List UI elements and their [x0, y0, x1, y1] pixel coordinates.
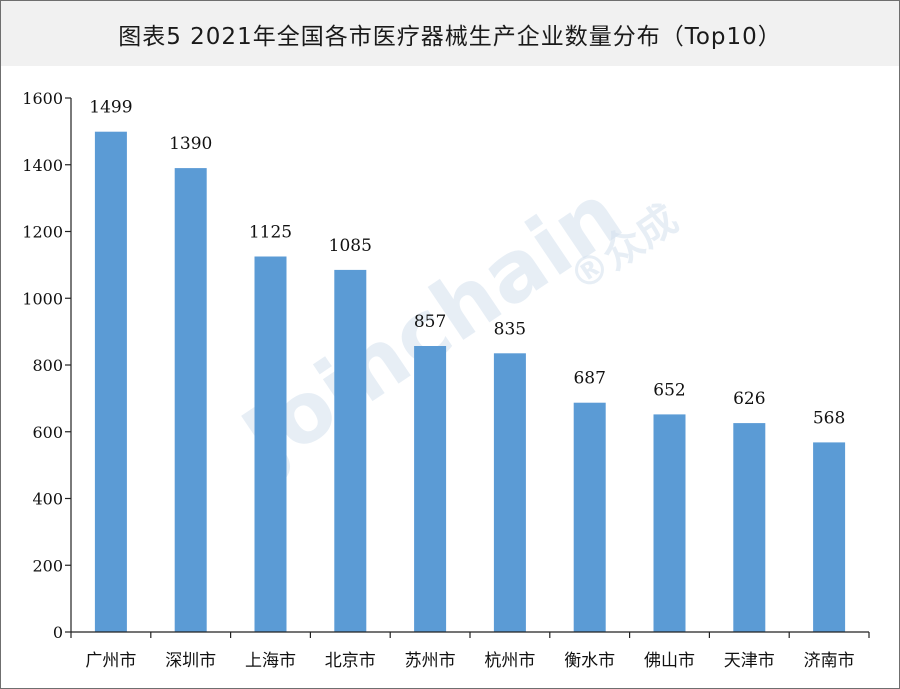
category-label: 北京市: [325, 651, 376, 671]
data-label: 835: [494, 319, 526, 339]
category-label: 衡水市: [564, 651, 615, 671]
bar: [174, 168, 207, 632]
bar: [573, 402, 606, 632]
category-label: 佛山市: [644, 651, 695, 671]
y-tick-label: 800: [32, 356, 63, 375]
y-tick-label: 1000: [22, 289, 63, 308]
y-tick-label: 600: [32, 423, 63, 442]
bars-layer: [94, 131, 846, 632]
bar: [94, 131, 127, 632]
category-label: 深圳市: [165, 651, 216, 671]
category-label: 苏州市: [405, 651, 456, 671]
y-tick-label: 1400: [22, 156, 63, 175]
data-label: 1390: [169, 134, 212, 154]
labels-layer: 1499 广州市 1390 深圳市 1125 上海市 1085 北京市 857 苏州市 835 杭州市…: [85, 98, 854, 671]
data-label: 652: [653, 380, 685, 400]
category-label: 广州市: [85, 651, 136, 671]
data-label: 1125: [249, 223, 292, 243]
bar: [653, 414, 686, 632]
y-tick-label: 0: [53, 623, 63, 642]
axes-layer: 0 200 400 600 800 1000 1200 1400 1600: [22, 89, 870, 642]
category-label: 杭州市: [484, 651, 535, 671]
bar: [254, 256, 287, 632]
category-label: 上海市: [245, 651, 296, 671]
bar: [813, 442, 846, 632]
y-tick-label: 1200: [22, 223, 63, 242]
y-tick-label: 400: [32, 490, 63, 509]
data-label: 626: [733, 389, 765, 409]
y-tick-label: 1600: [22, 89, 63, 108]
bar: [493, 353, 526, 632]
category-label: 天津市: [724, 651, 775, 671]
y-tick-label: 200: [32, 556, 63, 575]
category-label: 济南市: [804, 651, 855, 671]
data-label: 687: [573, 369, 605, 389]
bar: [334, 269, 367, 632]
data-label: 568: [813, 408, 845, 428]
bar: [733, 423, 766, 632]
chart-title: 图表5 2021年全国各市医疗器械生产企业数量分布（Top10）: [118, 23, 782, 50]
watermark: Joinchain ®众成: [221, 165, 686, 491]
title-bar: 图表5 2021年全国各市医疗器械生产企业数量分布（Top10）: [1, 1, 899, 66]
bar: [414, 346, 447, 632]
data-label: 1499: [89, 98, 132, 118]
data-label: 857: [414, 312, 446, 332]
data-label: 1085: [329, 236, 372, 256]
